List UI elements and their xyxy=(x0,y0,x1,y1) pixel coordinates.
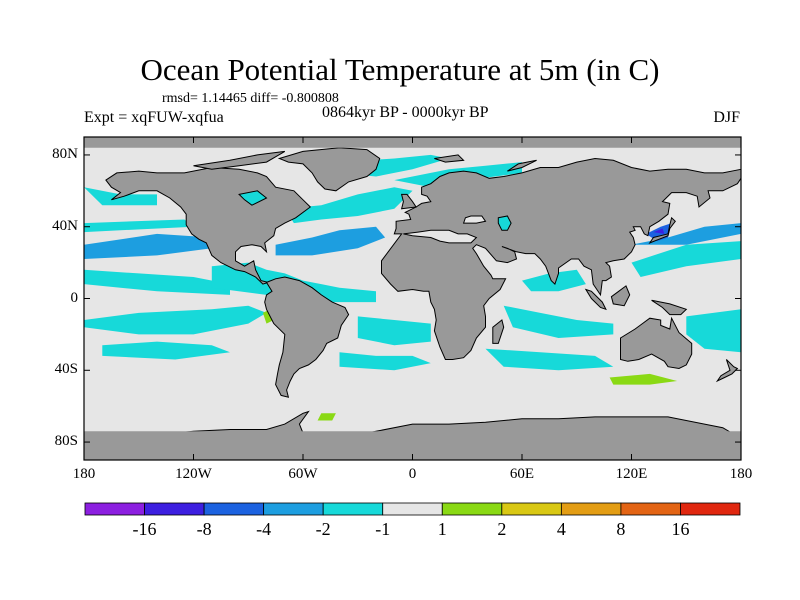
landmass-borneo xyxy=(610,285,631,307)
anomaly-patch xyxy=(357,316,431,346)
lat-label: 40S xyxy=(54,361,78,378)
lon-label: 120E xyxy=(615,466,648,482)
landmass-australia xyxy=(620,316,693,370)
colorbar-bin xyxy=(84,502,145,516)
anomaly-patch xyxy=(485,348,614,371)
landmass-arctic-canada xyxy=(193,150,286,170)
stats-line: rmsd= 1.14465 diff= -0.800808 xyxy=(162,91,339,106)
plot-title: Ocean Potential Temperature at 5m (in C) xyxy=(140,52,660,87)
period-label: 0864kyr BP - 0000kyr BP xyxy=(322,104,489,121)
lat-label: 0 xyxy=(70,289,79,306)
lon-label: 60W xyxy=(288,466,318,482)
colorbar-bin xyxy=(144,502,205,516)
colorbar-bin xyxy=(620,502,681,516)
anomaly-patch xyxy=(339,352,431,371)
colorbar-bin xyxy=(322,502,384,516)
caspian-sea xyxy=(497,215,512,231)
colorbar-bin xyxy=(501,502,562,516)
colorbar-tick-label: 16 xyxy=(671,519,690,539)
colorbar-tick-label: -2 xyxy=(315,519,331,539)
colorbar-bin xyxy=(680,502,741,516)
map-layer xyxy=(83,136,742,461)
black-sea xyxy=(462,215,487,224)
anomaly-patch xyxy=(503,305,614,338)
anomaly-patch xyxy=(686,309,741,353)
colorbar-tick-label: -1 xyxy=(375,519,391,539)
anomaly-patch xyxy=(317,413,336,421)
colorbar-bin xyxy=(441,502,503,516)
season-label: DJF xyxy=(713,109,740,126)
colorbar-bin xyxy=(263,502,324,516)
lat-label: 80S xyxy=(54,433,78,450)
mediterranean-sea xyxy=(403,229,478,244)
axis-layer xyxy=(83,137,742,460)
lat-label: 80N xyxy=(52,145,78,162)
landmass-britain xyxy=(400,193,417,210)
colorbar-bin xyxy=(382,502,443,516)
hudson-bay xyxy=(238,190,268,206)
anomaly-patch xyxy=(653,228,665,234)
anomaly-patch xyxy=(631,241,741,277)
colorbar-tick-label: 2 xyxy=(497,519,507,539)
colorbar xyxy=(84,502,741,516)
landmass-svalbard xyxy=(434,154,465,163)
colorbar-tick-label: -4 xyxy=(256,519,272,539)
anomaly-patch xyxy=(609,373,678,385)
landmass-south-america xyxy=(264,276,350,398)
anomaly-patch xyxy=(84,269,230,295)
colorbar-tick-label: -8 xyxy=(196,519,212,539)
anomaly-patch xyxy=(284,187,413,224)
landmass-eurasia-africa xyxy=(381,157,742,360)
landmass-novaya-zemlya xyxy=(507,159,537,172)
colorbar-tick-label: 8 xyxy=(616,519,626,539)
lon-label: 60E xyxy=(509,466,535,482)
anomaly-patch xyxy=(275,226,386,256)
masked-antarctic-shelf xyxy=(84,431,741,460)
anomaly-patch xyxy=(102,341,230,360)
landmass-new-guinea xyxy=(651,299,688,316)
anomaly-patch xyxy=(84,305,267,335)
landmass-greenland xyxy=(277,147,381,192)
experiment-label: Expt = xqFUW-xqfua xyxy=(84,109,224,126)
lon-label: 180 xyxy=(729,466,753,482)
anomaly-patch xyxy=(84,233,212,259)
lon-label: 180 xyxy=(72,466,96,482)
colorbar-tick-label: 1 xyxy=(437,519,447,539)
lon-label: 0 xyxy=(408,466,417,482)
colorbar-tick-label: -16 xyxy=(132,519,157,539)
colorbar-tick-label: 4 xyxy=(556,519,566,539)
anomaly-patch xyxy=(84,219,194,233)
lat-label: 40N xyxy=(52,217,78,234)
landmass-madagascar xyxy=(492,319,505,344)
colorbar-bin xyxy=(560,502,622,516)
landmass-new-zealand xyxy=(715,359,739,383)
landmass-japan xyxy=(648,216,676,244)
lon-label: 120W xyxy=(175,466,212,482)
colorbar-bin xyxy=(203,502,265,516)
landmass-sumatra xyxy=(584,288,607,311)
